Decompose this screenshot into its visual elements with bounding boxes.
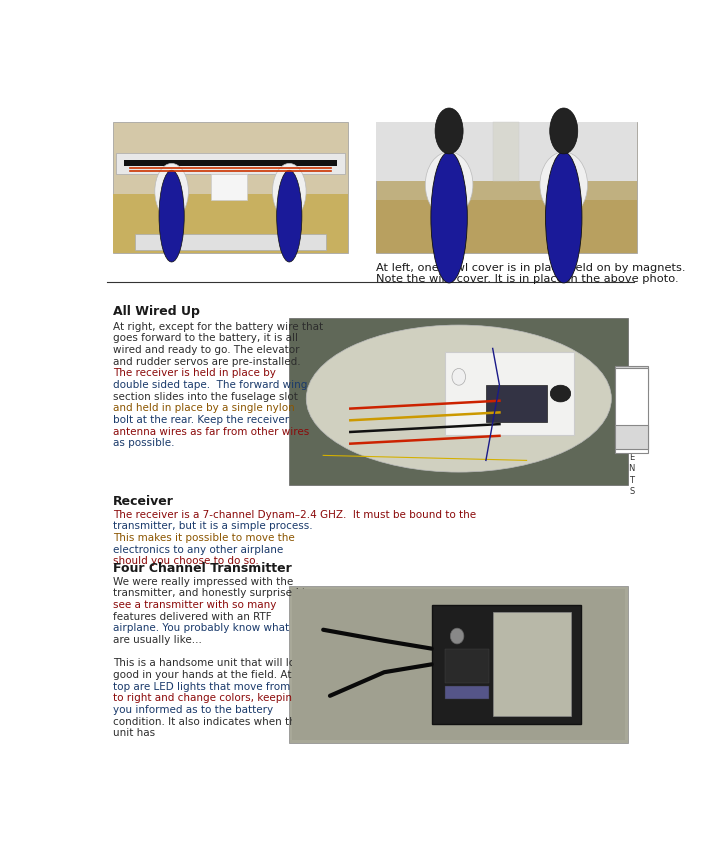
Bar: [615, 368, 648, 453]
Text: • GEAR: • GEAR: [497, 666, 519, 671]
Ellipse shape: [307, 325, 612, 472]
Bar: [135, 234, 325, 249]
Ellipse shape: [159, 170, 184, 262]
Text: condition. It also indicates when the: condition. It also indicates when the: [113, 717, 302, 727]
Text: unit has: unit has: [113, 728, 155, 738]
Bar: [376, 200, 637, 253]
Ellipse shape: [452, 368, 466, 386]
Text: This makes it possible to move the: This makes it possible to move the: [113, 533, 294, 543]
Text: top are LED lights that move from left: top are LED lights that move from left: [113, 682, 310, 692]
Text: and held in place by a single nylon: and held in place by a single nylon: [113, 403, 294, 414]
Text: airplane. You probably know what they: airplane. You probably know what they: [113, 623, 315, 633]
Text: good in your hands at the field. At the: good in your hands at the field. At the: [113, 670, 312, 680]
Text: • AILE: • AILE: [497, 631, 519, 637]
Bar: [289, 585, 628, 743]
Bar: [486, 386, 547, 422]
Text: • RUDD: • RUDD: [497, 654, 519, 660]
Text: bolt at the rear. Keep the receiver: bolt at the rear. Keep the receiver: [113, 415, 289, 425]
Bar: [211, 174, 247, 200]
Text: transmitter, but it is a simple process.: transmitter, but it is a simple process.: [113, 522, 312, 531]
Text: you informed as to the battery: you informed as to the battery: [113, 705, 273, 715]
Text: C
O
N
T
E
N
T
S: C O N T E N T S: [628, 407, 635, 496]
Text: should you choose to do so.: should you choose to do so.: [113, 557, 259, 567]
Ellipse shape: [435, 108, 463, 154]
Bar: [376, 122, 637, 180]
Ellipse shape: [546, 152, 582, 283]
Text: antenna wires as far from other wires: antenna wires as far from other wires: [113, 426, 309, 437]
Text: • AUX2: • AUX2: [497, 690, 519, 695]
Bar: [376, 122, 637, 253]
Bar: [493, 122, 519, 180]
Bar: [615, 425, 648, 449]
Bar: [615, 366, 648, 391]
Ellipse shape: [155, 163, 189, 219]
Ellipse shape: [550, 386, 570, 402]
Text: • AUX1: • AUX1: [497, 678, 519, 683]
Bar: [432, 604, 581, 724]
Ellipse shape: [431, 152, 467, 283]
Text: electronics to any other airplane: electronics to any other airplane: [113, 545, 283, 555]
Bar: [492, 613, 570, 717]
Ellipse shape: [273, 163, 306, 219]
Text: Four Channel Transmitter: Four Channel Transmitter: [113, 563, 291, 575]
Bar: [445, 351, 574, 436]
Bar: [113, 122, 348, 253]
Bar: [116, 153, 346, 174]
Ellipse shape: [540, 152, 588, 218]
Ellipse shape: [549, 108, 578, 154]
Bar: [292, 589, 625, 740]
Text: see a transmitter with so many: see a transmitter with so many: [113, 600, 276, 610]
Text: At right, except for the battery wire that: At right, except for the battery wire th…: [113, 322, 323, 332]
Text: We were really impressed with the: We were really impressed with the: [113, 576, 293, 586]
Text: Receiver: Receiver: [113, 495, 174, 508]
Text: as possible.: as possible.: [113, 438, 174, 448]
Text: to right and change colors, keeping: to right and change colors, keeping: [113, 694, 299, 703]
Text: transmitter, and honestly surprised to: transmitter, and honestly surprised to: [113, 588, 312, 598]
Text: CHANNEL RECEIVER: CHANNEL RECEIVER: [447, 691, 488, 694]
Text: ◀: ◀: [626, 429, 637, 443]
Bar: [113, 194, 348, 253]
Text: are usually like...: are usually like...: [113, 635, 202, 645]
Text: The receiver is a 7-channel Dynam–2.4 GHZ.  It must be bound to the: The receiver is a 7-channel Dynam–2.4 GH…: [113, 510, 476, 520]
Text: The receiver is held in place by: The receiver is held in place by: [113, 368, 275, 379]
Text: and rudder servos are pre-installed.: and rudder servos are pre-installed.: [113, 357, 301, 367]
Ellipse shape: [277, 170, 302, 262]
Text: ▶: ▶: [626, 370, 637, 385]
Text: section slides into the fuselage slot: section slides into the fuselage slot: [113, 391, 298, 402]
Bar: [445, 648, 489, 683]
Text: 2.4GHz: 2.4GHz: [453, 661, 482, 667]
Text: At left, one cowl cover is in place held on by magnets.
Note the wire cover. It : At left, one cowl cover is in place held…: [376, 263, 685, 284]
Text: This is a handsome unit that will look: This is a handsome unit that will look: [113, 658, 307, 668]
Text: features delivered with an RTF: features delivered with an RTF: [113, 612, 271, 621]
Text: wired and ready to go. The elevator: wired and ready to go. The elevator: [113, 345, 299, 355]
Text: goes forward to the battery, it is all: goes forward to the battery, it is all: [113, 334, 298, 343]
Ellipse shape: [450, 628, 464, 644]
Text: MADE IN CHINA  CE: MADE IN CHINA CE: [446, 706, 489, 711]
Bar: [445, 687, 489, 699]
Text: • BATT: • BATT: [497, 702, 519, 707]
Bar: [289, 318, 628, 485]
Ellipse shape: [425, 152, 473, 218]
Text: double sided tape.  The forward wing: double sided tape. The forward wing: [113, 380, 307, 390]
Bar: [124, 161, 337, 166]
Text: • THRO: • THRO: [497, 643, 519, 648]
Text: • ELEV: • ELEV: [497, 620, 519, 625]
Text: All Wired Up: All Wired Up: [113, 306, 200, 318]
